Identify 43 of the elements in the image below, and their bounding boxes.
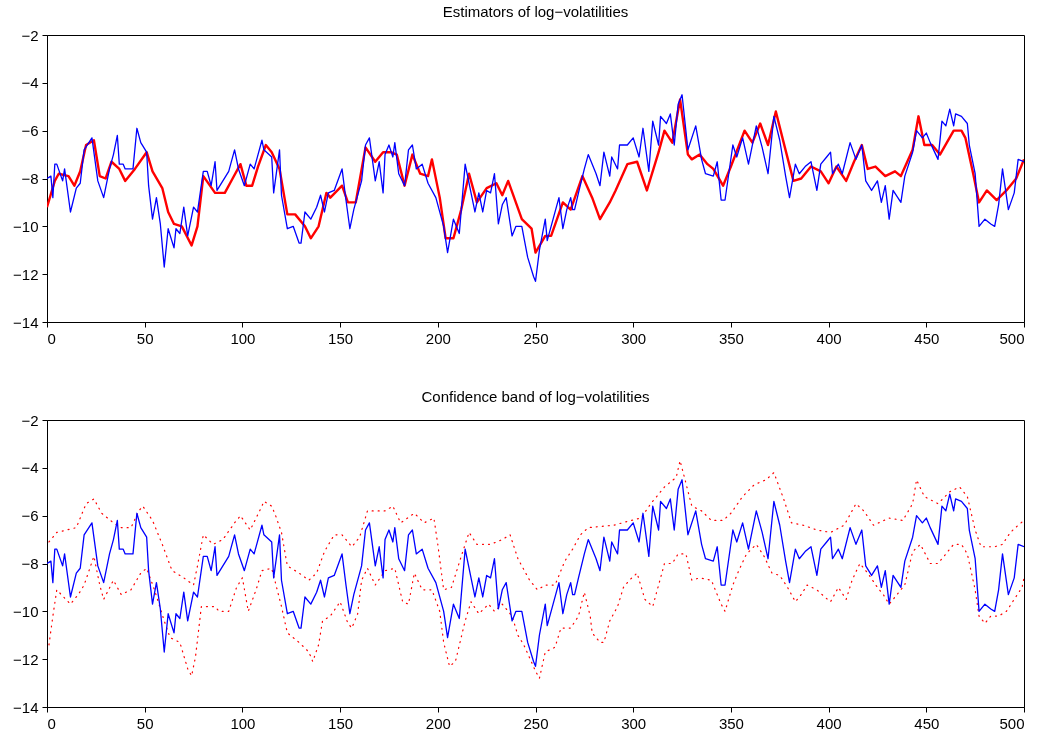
y-tick-label: −8 <box>21 555 39 572</box>
line-series <box>47 98 1024 254</box>
line-series <box>48 460 1024 591</box>
x-tick-label: 100 <box>230 329 256 347</box>
x-tick-label: 250 <box>523 714 549 732</box>
x-tick-label: 400 <box>816 329 842 347</box>
y-tick-label: −2 <box>21 26 39 44</box>
x-tick-label: 500 <box>999 714 1025 732</box>
y-tick-label: −12 <box>13 650 39 668</box>
x-tick-label: 300 <box>621 329 647 347</box>
x-tick-label: 150 <box>328 714 354 732</box>
x-tick-label: 0 <box>47 714 56 732</box>
line-series <box>48 543 1024 679</box>
x-tick-label: 350 <box>718 329 744 347</box>
x-tick-label: 450 <box>914 329 940 347</box>
y-tick-label: −6 <box>21 122 39 140</box>
y-tick-label: −10 <box>13 217 39 235</box>
x-tick-label: 50 <box>136 329 154 347</box>
x-tick-label: 150 <box>328 329 354 347</box>
x-tick-label: 300 <box>621 714 647 732</box>
line-series <box>47 94 1024 282</box>
x-tick-label: 400 <box>816 714 842 732</box>
y-tick-label: −12 <box>13 265 39 283</box>
y-tick-label: −14 <box>13 698 39 716</box>
x-tick-label: 200 <box>425 329 451 347</box>
x-tick-label: 100 <box>230 714 256 732</box>
y-tick-label: −4 <box>21 459 39 477</box>
y-tick-label: −6 <box>21 507 39 525</box>
x-tick-label: 500 <box>999 329 1025 347</box>
line-series <box>47 479 1024 667</box>
x-tick-label: 250 <box>523 329 549 347</box>
x-tick-label: 350 <box>718 714 744 732</box>
chart-title: Estimators of log−volatilities <box>442 3 629 20</box>
y-tick-label: −2 <box>21 411 39 429</box>
x-tick-label: 200 <box>425 714 451 732</box>
y-tick-label: −8 <box>21 170 39 187</box>
y-tick-label: −14 <box>13 313 39 331</box>
x-tick-label: 0 <box>47 329 56 347</box>
y-tick-label: −4 <box>21 74 39 92</box>
x-tick-label: 50 <box>136 714 154 732</box>
y-tick-label: −10 <box>13 602 39 620</box>
x-tick-label: 450 <box>914 714 940 732</box>
chart-title: Confidence band of log−volatilities <box>421 388 650 405</box>
